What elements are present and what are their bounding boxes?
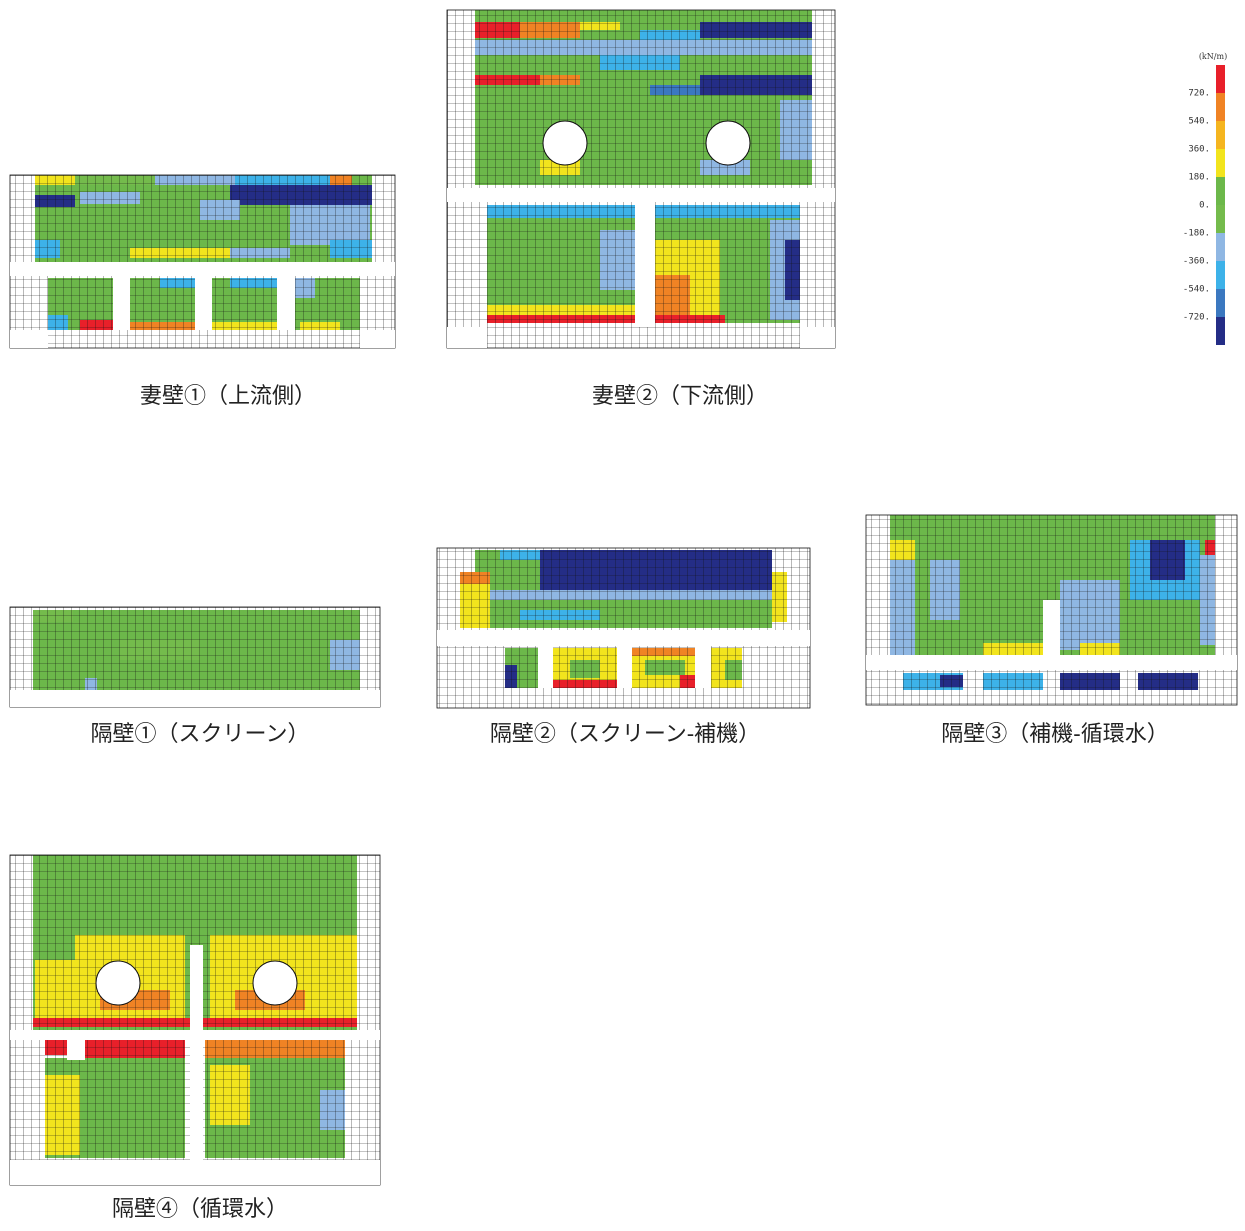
legend-label: 180. [1188,173,1210,183]
legend-band [1216,177,1225,205]
opening [695,646,711,688]
opening [800,327,835,348]
opening [195,276,212,330]
opening [866,655,1237,670]
pipe-hole [95,960,141,1006]
legend-band [1216,233,1225,261]
legend-label: 0. [1199,201,1210,211]
caption: 隔壁①（スクリーン） [91,722,310,747]
legend-band [1216,121,1225,149]
caption: 隔壁④（循環水） [112,1197,288,1222]
legend-label: -720. [1183,313,1210,323]
opening [437,630,810,646]
pipe-hole [705,120,751,166]
caption: 隔壁②（スクリーン-補機） [490,722,760,747]
legend-band [1216,317,1225,345]
legend-band [1216,149,1225,177]
opening [67,1040,85,1060]
opening [113,276,130,330]
legend-label: -540. [1183,285,1210,295]
pipe-hole [252,960,298,1006]
caption: 隔壁③（補機-循環水） [941,722,1168,747]
caption: 妻壁②（下流側） [592,384,768,409]
legend-label: 720. [1188,89,1210,99]
opening [10,1160,380,1185]
opening [617,646,632,688]
legend-band [1216,205,1225,233]
opening [277,276,295,330]
pipe-hole [542,120,588,166]
opening [10,330,48,348]
legend-band [1216,65,1225,93]
legend-label: 360. [1188,145,1210,155]
legend-unit: (kN/m) [1199,52,1227,61]
opening [1043,600,1060,655]
caption: 妻壁①（上流側） [140,384,316,409]
legend-band [1216,261,1225,289]
legend-label: 540. [1188,117,1210,127]
opening [447,327,487,348]
legend-label: -180. [1183,229,1210,239]
opening [360,330,395,348]
opening [10,690,380,707]
legend-band [1216,289,1225,317]
opening [10,262,395,276]
legend-band [1216,93,1225,121]
opening [538,646,553,688]
opening [447,188,835,202]
opening [635,202,655,327]
opening [190,945,203,1160]
legend-label: -360. [1183,257,1210,267]
